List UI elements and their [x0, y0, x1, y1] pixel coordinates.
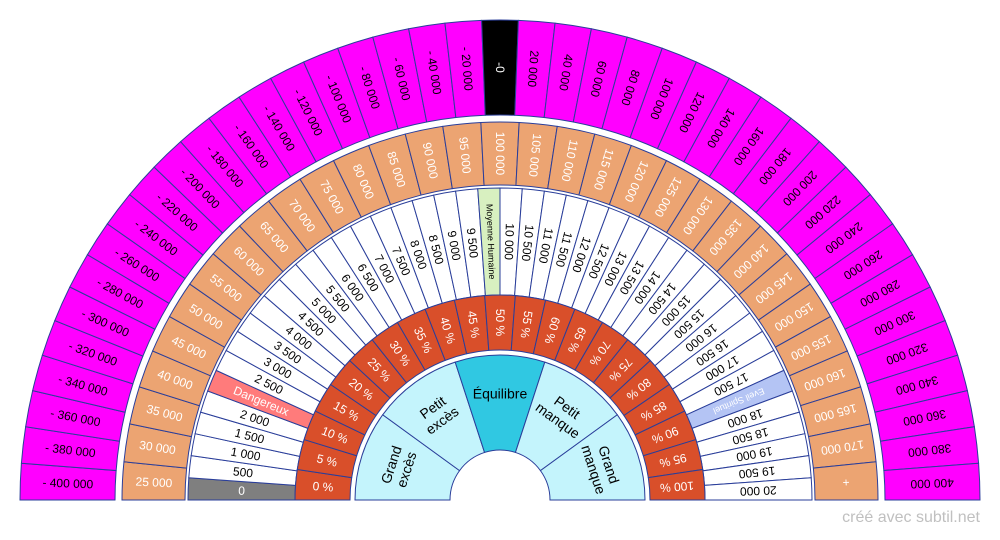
percent-label-100: 100 % [659, 478, 694, 495]
outer-label-380-000: 380 000 [907, 441, 952, 460]
center-segment-grand-manque [539, 414, 646, 501]
second-label-105-000: 105 000 [526, 133, 544, 178]
white-label-500: 500 [232, 464, 254, 480]
outer-label-380-000: - 380 000 [44, 441, 96, 461]
second-label-95-000: 95 000 [456, 136, 474, 174]
white-label-19-000: 19 000 [735, 444, 774, 464]
percent-label-50: 50 % [493, 309, 507, 337]
outer-label-400-000: - 400 000 [42, 475, 94, 491]
outer-label-40-000: 40 000 [556, 53, 575, 92]
percent-ring: 0 %5 %10 %15 %20 %25 %30 %35 % 40 % 45 % 50… [294, 294, 706, 501]
white-label-9-000: 9 000 [445, 230, 464, 262]
credit-text: créé avec subtil.net [842, 509, 980, 526]
white-label-11-000: 11 000 [536, 227, 556, 265]
outer-label-400-000: 400 000 [910, 476, 954, 492]
outer-label-40-000: - 40 000 [424, 50, 445, 96]
percent-label-0: 0 % [312, 479, 334, 495]
white-label-0: 0 [238, 484, 245, 498]
white-label-19-500: 19 500 [738, 463, 776, 481]
white-label-9-500: 9 500 [464, 227, 481, 259]
outer-ring: - 400 000- 380 000- 360 000- 340 000- 32… [19, 19, 981, 501]
white-label-20-000: 20 000 [739, 483, 777, 498]
percent-label-55: 55 % [517, 310, 535, 339]
second-label-170-000: 170 000 [820, 437, 865, 457]
second-label-x: + [842, 475, 850, 489]
second-label-25-000: 25 000 [135, 475, 173, 491]
percent-label-5: 5 % [315, 451, 339, 469]
second-label-30-000: 30 000 [138, 438, 177, 457]
second-segment-x [812, 461, 879, 501]
second-label-100-000: 100 000 [493, 132, 507, 176]
percent-segment-100 [647, 468, 706, 501]
center-label-quilibre: Équilibre [473, 386, 528, 402]
white-label-10-500: 10 500 [519, 224, 537, 262]
outer-segment-400-000 [883, 462, 981, 501]
percent-label-45: 45 % [465, 310, 483, 339]
white-label-1-000: 1 000 [230, 445, 262, 464]
percent-label-95: 95 % [658, 451, 688, 471]
outer-label-0: -0 [493, 62, 507, 73]
outer-label-20-000: 20 000 [525, 50, 542, 88]
white-label-moyenne-humaine: Moyenne Humaine [484, 204, 497, 280]
outer-label-20-000: - 20 000 [458, 46, 475, 91]
white-label-10-000: 10 000 [502, 223, 517, 261]
